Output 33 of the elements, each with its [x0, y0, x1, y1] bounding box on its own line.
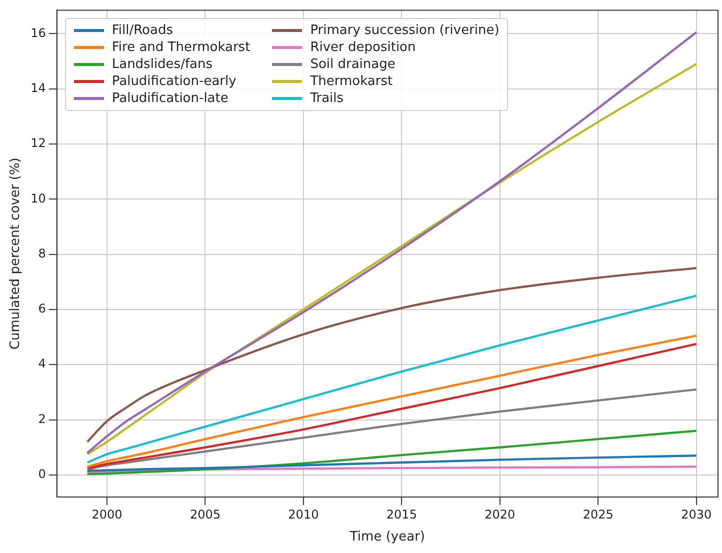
line-series	[86, 454, 698, 472]
x-tick-label: 2005	[190, 507, 220, 522]
line-series	[86, 266, 698, 443]
line-series	[86, 430, 698, 476]
x-tick-label: 2015	[386, 507, 417, 522]
x-tick-label: 2020	[484, 507, 516, 522]
legend-label: Fill/Roads	[112, 23, 173, 38]
legend-label: Trails	[310, 91, 344, 106]
legend-label: Paludification-early	[112, 74, 236, 90]
legend-label: Fire and Thermokarst	[112, 40, 250, 56]
x-tick-label: 2030	[681, 507, 712, 522]
legend-label: River deposition	[310, 40, 416, 56]
y-tick-label: 8	[38, 246, 46, 260]
line-series	[86, 294, 698, 464]
x-tick-label: 2000	[92, 507, 122, 522]
y-tick-label: 4	[38, 356, 46, 371]
x-tick-label: 2010	[288, 507, 319, 522]
legend-label: Primary succession (riverine)	[310, 23, 500, 38]
y-axis-title: Cumulated percent cover (%)	[8, 158, 24, 350]
y-tick-label: 0	[38, 467, 46, 482]
y-tick-label: 10	[30, 191, 46, 206]
y-tick-label: 16	[30, 26, 46, 40]
legend-label: Soil drainage	[310, 57, 396, 72]
x-axis-title: Time (year)	[348, 530, 425, 545]
legend-label: Landslides/fans	[112, 57, 213, 72]
y-tick-label: 14	[30, 80, 46, 95]
y-tick-label: 6	[38, 302, 46, 316]
legend-label: Thermokarst	[310, 74, 393, 90]
line-series	[86, 388, 698, 471]
y-tick-label: 12	[30, 136, 46, 150]
y-tick-label: 2	[38, 412, 46, 426]
x-tick-label: 2025	[582, 507, 614, 522]
legend-label: Paludification-late	[112, 91, 228, 106]
